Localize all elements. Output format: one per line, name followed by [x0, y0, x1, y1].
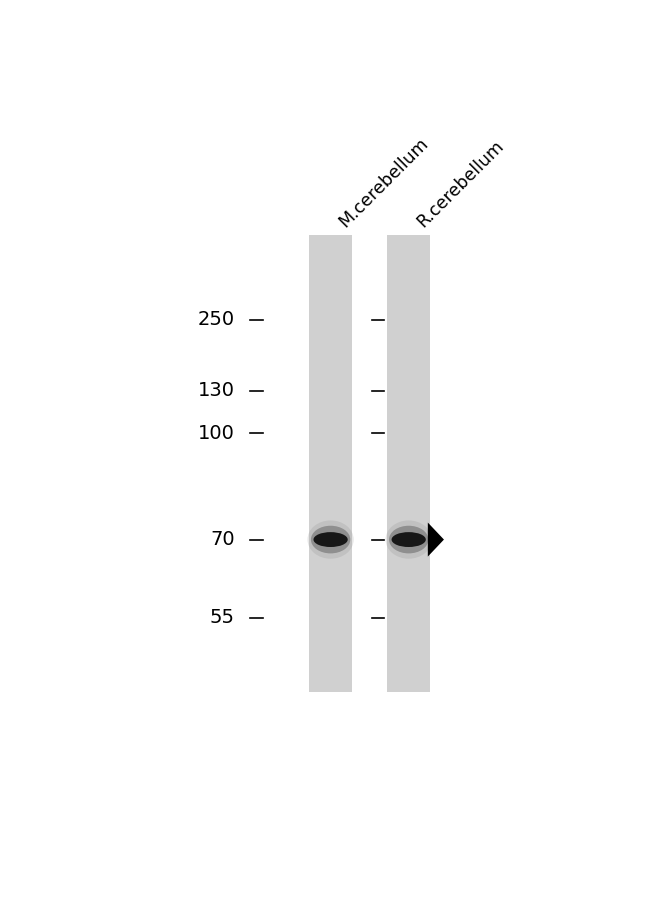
Ellipse shape — [311, 526, 350, 554]
Ellipse shape — [313, 532, 348, 547]
Ellipse shape — [391, 532, 426, 547]
Bar — [387, 235, 430, 692]
Ellipse shape — [385, 520, 432, 559]
Bar — [309, 235, 352, 692]
Text: M.cerebellum: M.cerebellum — [335, 134, 432, 231]
Text: 130: 130 — [198, 381, 235, 400]
Text: 70: 70 — [210, 530, 235, 549]
Text: 250: 250 — [198, 310, 235, 329]
Polygon shape — [428, 522, 444, 556]
Text: 100: 100 — [198, 424, 235, 443]
Ellipse shape — [307, 520, 354, 559]
Text: R.cerebellum: R.cerebellum — [414, 137, 508, 231]
Text: 55: 55 — [210, 608, 235, 627]
Ellipse shape — [389, 526, 428, 554]
